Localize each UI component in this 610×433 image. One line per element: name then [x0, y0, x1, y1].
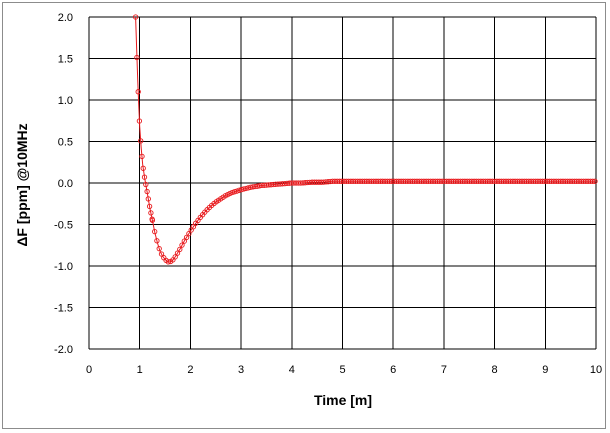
x-tick-label: 2: [187, 364, 193, 376]
y-tick-label: 0.5: [58, 137, 73, 149]
data-point: [229, 189, 235, 196]
y-axis-ticks: 2.0 1.5 1.0 0.5 0.0 -0.5 -1.0 -1.5 -2.0: [54, 12, 73, 356]
data-point: [144, 188, 150, 195]
data-point: [138, 138, 144, 144]
y-tick-label: -0.5: [54, 220, 73, 232]
y-tick-label: 0.0: [58, 178, 73, 190]
x-tick-label: 8: [492, 364, 498, 376]
data-point: [136, 118, 143, 124]
data-point: [143, 181, 149, 188]
data-point: [592, 178, 598, 184]
x-tick-label: 7: [441, 364, 447, 376]
data-point: [186, 230, 192, 237]
y-tick-label: 1.0: [58, 95, 73, 107]
x-tick-label: 1: [137, 364, 143, 376]
y-tick-label: -1.0: [54, 261, 73, 273]
y-tick-label: -2.0: [54, 344, 73, 356]
data-point: [158, 251, 165, 257]
data-point: [152, 228, 158, 235]
data-point: [234, 188, 240, 194]
y-tick-label: -1.5: [54, 303, 73, 315]
data-point: [156, 245, 162, 252]
data-point: [590, 178, 596, 184]
data-point: [146, 203, 153, 210]
y-tick-label: 1.5: [58, 54, 73, 66]
data-point: [134, 54, 140, 61]
data-point: [148, 210, 154, 216]
y-axis-title: ΔF [ppm] @10MHz: [14, 123, 30, 246]
x-tick-label: 10: [590, 364, 602, 376]
data-point: [141, 174, 148, 180]
x-axis-ticks: 0 1 2 3 4 5 6 7 8 9 10: [86, 364, 602, 376]
data-point: [183, 234, 190, 241]
x-tick-label: 9: [542, 364, 548, 376]
data-point: [139, 153, 145, 160]
x-tick-label: 4: [289, 364, 295, 376]
x-axis-title: Time [m]: [314, 392, 372, 408]
data-point: [172, 254, 178, 260]
data-point: [154, 238, 160, 244]
data-point: [181, 238, 187, 244]
x-tick-label: 0: [86, 364, 92, 376]
data-point: [174, 250, 181, 256]
data-point: [145, 196, 151, 202]
data-point: [179, 242, 185, 248]
data-point: [135, 89, 141, 95]
data-point: [165, 259, 171, 265]
data-point: [149, 217, 156, 223]
x-tick-label: 5: [339, 364, 345, 376]
data-point: [243, 185, 249, 192]
x-tick-label: 3: [238, 364, 244, 376]
data-point: [177, 246, 183, 253]
data-point: [132, 14, 139, 20]
data-point: [231, 189, 238, 195]
data-point: [140, 165, 146, 171]
series: [132, 14, 598, 265]
x-tick-label: 6: [390, 364, 396, 376]
y-tick-label: 2.0: [58, 12, 73, 24]
